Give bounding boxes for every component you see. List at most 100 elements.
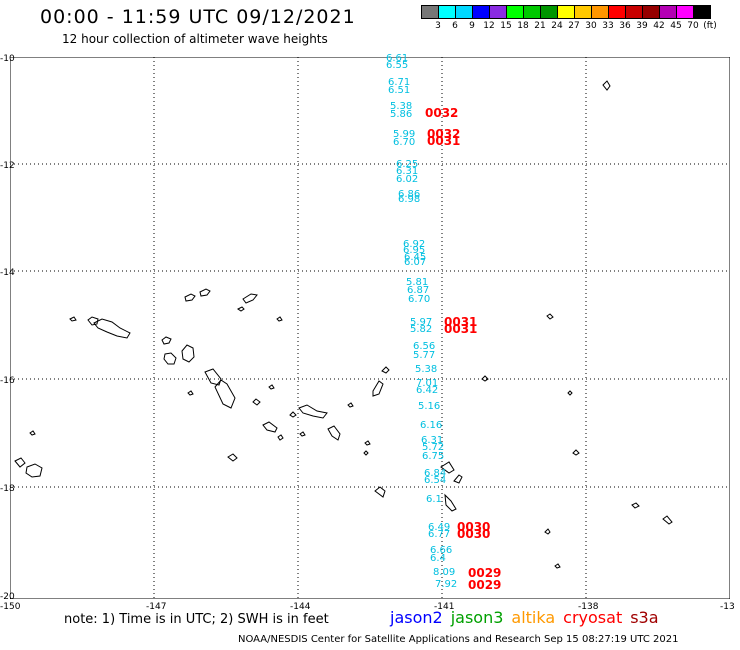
lon-tick-label: -138 bbox=[578, 602, 599, 612]
lat-tick-label: -12 bbox=[0, 161, 15, 171]
legend-label: 18 bbox=[517, 21, 529, 31]
legend-label: 33 bbox=[602, 21, 614, 31]
map-title: 00:00 - 11:59 UTC 09/12/2021 bbox=[40, 6, 356, 28]
time-label: 0030 bbox=[457, 520, 491, 534]
legend-label: 45 bbox=[670, 21, 682, 31]
lon-tick-label: -141 bbox=[434, 602, 455, 612]
swh-value: 6.49 bbox=[428, 522, 451, 533]
swh-value: 6.98 bbox=[398, 194, 421, 205]
legend-swatch bbox=[489, 5, 507, 19]
swh-value: 6.16 bbox=[420, 420, 443, 431]
swh-value: 6.56 bbox=[413, 341, 436, 352]
legend-swatch bbox=[659, 5, 677, 19]
legend-swatch bbox=[591, 5, 609, 19]
legend-swatch bbox=[540, 5, 558, 19]
map-subtitle: 12 hour collection of altimeter wave hei… bbox=[62, 32, 328, 46]
satellite-name: s3a bbox=[630, 608, 659, 627]
legend-label: 6 bbox=[452, 21, 458, 31]
satellite-name: cryosat bbox=[563, 608, 623, 627]
legend-label: 36 bbox=[619, 21, 631, 31]
lon-tick-label: -144 bbox=[290, 602, 311, 612]
swh-value: 6.07 bbox=[404, 257, 427, 268]
legend-label: 15 bbox=[500, 21, 512, 31]
lon-tick-label: -147 bbox=[146, 602, 167, 612]
satellite-name: jason2 bbox=[390, 608, 443, 627]
legend-swatch bbox=[523, 5, 541, 19]
swh-value: 6.02 bbox=[396, 174, 419, 185]
time-label: 0031 bbox=[427, 134, 461, 148]
credit-line: NOAA/NESDIS Center for Satellite Applica… bbox=[238, 634, 679, 645]
swh-value: 6.51 bbox=[388, 85, 411, 96]
time-label: 0029 bbox=[468, 566, 502, 580]
lat-tick-label: -20 bbox=[0, 592, 15, 602]
swh-value: 6.61 bbox=[386, 53, 409, 64]
swh-value: 7.92 bbox=[435, 579, 458, 590]
legend-swatch bbox=[421, 5, 439, 19]
lon-tick-label: -13 bbox=[720, 602, 735, 612]
time-label: 0029 bbox=[468, 578, 502, 592]
swh-value: 6.70 bbox=[393, 137, 416, 148]
time-label: 0032 bbox=[425, 106, 459, 120]
swh-value: 8.09 bbox=[433, 567, 456, 578]
time-label: 0031 bbox=[444, 322, 478, 336]
swh-value: 6.45 bbox=[404, 252, 427, 263]
lat-lon-grid bbox=[10, 57, 730, 599]
satellite-name: jason3 bbox=[450, 608, 504, 627]
swh-value: 5.16 bbox=[418, 401, 441, 412]
swh-value: 5.72 bbox=[422, 442, 445, 453]
legend-label: 21 bbox=[534, 21, 546, 31]
swh-value: 6.77 bbox=[428, 529, 451, 540]
legend-swatch bbox=[693, 5, 711, 19]
legend-label: 12 bbox=[483, 21, 495, 31]
swh-value: 6.66 bbox=[430, 545, 453, 556]
legend-label: 30 bbox=[585, 21, 597, 31]
swh-value: 6.71 bbox=[388, 77, 411, 88]
legend-swatch bbox=[472, 5, 490, 19]
swh-value: 6.70 bbox=[408, 294, 431, 305]
legend-label: 9 bbox=[469, 21, 475, 31]
swh-value: 6.95 bbox=[403, 245, 426, 256]
swh-value: 5.38 bbox=[390, 101, 413, 112]
legend-label: 42 bbox=[653, 21, 665, 31]
legend-swatch bbox=[455, 5, 473, 19]
swh-value: 6.1 bbox=[426, 494, 442, 505]
legend-swatch bbox=[642, 5, 660, 19]
swh-value: 6.55 bbox=[386, 60, 409, 71]
swh-value: 7.01 bbox=[416, 378, 439, 389]
legend-swatch bbox=[557, 5, 575, 19]
swh-value: 5.86 bbox=[390, 109, 413, 120]
swh-value: 5.99 bbox=[393, 129, 416, 140]
swh-value: 5.81 bbox=[406, 277, 429, 288]
swh-value: 5.82 bbox=[410, 324, 433, 335]
island-outlines bbox=[14, 80, 673, 569]
legend-swatch bbox=[625, 5, 643, 19]
legend-swatch bbox=[676, 5, 694, 19]
satellite-name: altika bbox=[511, 608, 556, 627]
legend-swatch bbox=[574, 5, 592, 19]
legend-label: (ft) bbox=[703, 21, 717, 31]
legend-label: 24 bbox=[551, 21, 563, 31]
time-label: 0031 bbox=[444, 315, 478, 329]
time-label: 0030 bbox=[457, 527, 491, 541]
time-label: 0032 bbox=[427, 127, 461, 141]
swh-value: 5.38 bbox=[415, 364, 438, 375]
legend-label: 39 bbox=[636, 21, 648, 31]
swh-value: 6.54 bbox=[424, 475, 447, 486]
legend-label: 3 bbox=[435, 21, 441, 31]
swh-value: 6.92 bbox=[403, 239, 426, 250]
color-legend-labels: 3 6 9 12 15 18 21 24 27 30 33 36 39 42 45 70 (ft) bbox=[421, 21, 740, 35]
swh-value: 6.25 bbox=[396, 159, 419, 170]
legend-swatch bbox=[608, 5, 626, 19]
color-legend bbox=[421, 5, 711, 19]
swh-value: 6.31 bbox=[396, 166, 419, 177]
footnote: note: 1) Time is in UTC; 2) SWH is in fe… bbox=[64, 612, 329, 627]
legend-swatch bbox=[438, 5, 456, 19]
lat-tick-label: -10 bbox=[0, 54, 15, 64]
swh-value: 5.77 bbox=[413, 350, 436, 361]
swh-value: 6.4 bbox=[430, 553, 446, 564]
swh-value: 6.31 bbox=[421, 435, 444, 446]
lon-tick-label: -150 bbox=[0, 602, 21, 612]
legend-label: 70 bbox=[687, 21, 699, 31]
lat-tick-label: -18 bbox=[0, 484, 15, 494]
